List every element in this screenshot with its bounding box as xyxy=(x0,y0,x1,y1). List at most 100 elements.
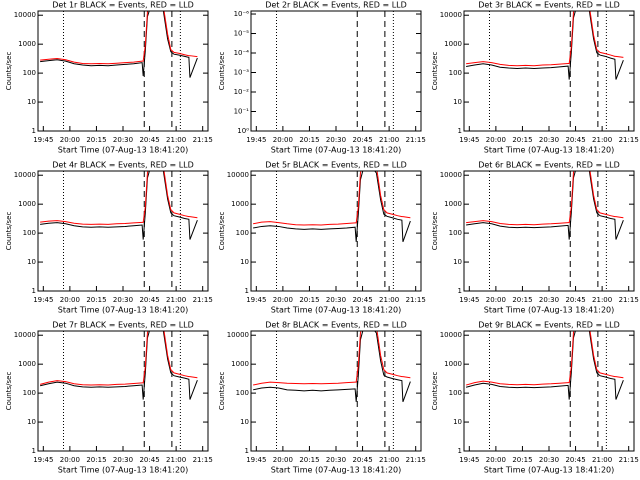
x-tick-label: 21:00 xyxy=(592,456,612,464)
data-line xyxy=(253,171,411,226)
y-tick-label: 1 xyxy=(458,127,462,135)
y-axis-label: Counts/sec xyxy=(218,52,226,91)
plot-frame xyxy=(37,170,209,292)
y-tick-label: 10⁻⁶ xyxy=(234,10,250,18)
panel: Det 1r BLACK = Events, RED = LLD Counts/s… xyxy=(5,1,213,155)
x-tick-label: 20:00 xyxy=(273,456,293,464)
y-tick-label: 100 xyxy=(23,69,36,77)
x-tick-label: 21:15 xyxy=(619,136,639,144)
x-tick-label: 21:00 xyxy=(379,456,399,464)
y-tick-label: 1 xyxy=(458,287,462,295)
panel-title: Det 7r BLACK = Events, RED = LLD xyxy=(52,321,194,330)
y-tick-label: 1 xyxy=(245,287,249,295)
panel: Det 9r BLACK = Events, RED = LLD Counts/s… xyxy=(431,321,639,475)
x-tick-label: 20:45 xyxy=(139,296,159,304)
x-tick-label: 21:00 xyxy=(166,296,186,304)
x-tick-label: 21:00 xyxy=(592,136,612,144)
y-tick-label: 100 xyxy=(236,229,249,237)
x-tick-label: 20:15 xyxy=(299,296,319,304)
x-tick-label: 20:30 xyxy=(539,136,559,144)
x-tick-label: 19:45 xyxy=(459,136,479,144)
x-tick-label: 20:45 xyxy=(139,136,159,144)
y-tick-label: 100 xyxy=(23,389,36,397)
y-axis-label: Counts/sec xyxy=(218,372,226,411)
x-tick-label: 20:00 xyxy=(486,296,506,304)
x-tick-label: 20:00 xyxy=(60,136,80,144)
x-tick-label: 21:15 xyxy=(619,456,639,464)
panel-title: Det 2r BLACK = Events, RED = LLD xyxy=(265,1,407,10)
x-axis-label: Start Time (07-Aug-13 18:41:20) xyxy=(484,306,615,315)
y-tick-label: 10 xyxy=(453,258,462,266)
plot-frame xyxy=(463,330,635,452)
data-line xyxy=(40,331,198,400)
data-line xyxy=(253,331,411,402)
x-axis-label: Start Time (07-Aug-13 18:41:20) xyxy=(271,306,402,315)
y-tick-label: 10 xyxy=(27,418,36,426)
x-tick-label: 21:15 xyxy=(193,136,213,144)
panel: Det 7r BLACK = Events, RED = LLD Counts/s… xyxy=(5,321,213,475)
x-tick-label: 20:15 xyxy=(299,136,319,144)
x-tick-label: 21:00 xyxy=(166,456,186,464)
data-line xyxy=(466,171,624,226)
x-tick-label: 21:15 xyxy=(406,296,426,304)
x-tick-label: 21:00 xyxy=(379,136,399,144)
data-line xyxy=(40,11,198,65)
y-tick-label: 10⁻¹ xyxy=(234,108,250,116)
plot-frame xyxy=(250,330,422,452)
y-tick-label: 100 xyxy=(236,389,249,397)
x-tick-label: 21:00 xyxy=(166,136,186,144)
plot-frame xyxy=(250,170,422,292)
panel-title: Det 6r BLACK = Events, RED = LLD xyxy=(478,161,620,170)
data-line xyxy=(466,11,624,80)
y-tick-label: 1000 xyxy=(18,200,36,208)
y-tick-label: 10000 xyxy=(14,331,36,339)
y-tick-label: 100 xyxy=(449,69,462,77)
y-axis-label: Counts/sec xyxy=(218,212,226,251)
x-tick-label: 20:15 xyxy=(86,456,106,464)
y-tick-label: 10000 xyxy=(227,331,249,339)
y-tick-label: 10000 xyxy=(14,11,36,19)
x-axis-label: Start Time (07-Aug-13 18:41:20) xyxy=(484,466,615,475)
x-tick-label: 20:45 xyxy=(352,296,372,304)
y-tick-label: 10⁻⁵ xyxy=(234,30,250,38)
y-tick-label: 100 xyxy=(449,229,462,237)
x-tick-label: 20:00 xyxy=(60,296,80,304)
x-tick-label: 19:45 xyxy=(459,456,479,464)
y-tick-label: 10 xyxy=(27,258,36,266)
x-tick-label: 20:15 xyxy=(512,296,532,304)
y-axis-label: Counts/sec xyxy=(5,372,13,411)
y-tick-label: 10000 xyxy=(440,171,462,179)
panel-title: Det 1r BLACK = Events, RED = LLD xyxy=(52,1,194,10)
data-line xyxy=(40,11,198,78)
y-tick-label: 10000 xyxy=(440,11,462,19)
panel: Det 5r BLACK = Events, RED = LLD Counts/s… xyxy=(218,161,426,315)
x-axis-label: Start Time (07-Aug-13 18:41:20) xyxy=(271,466,402,475)
panel-title: Det 5r BLACK = Events, RED = LLD xyxy=(265,161,407,170)
y-tick-label: 10 xyxy=(27,98,36,106)
y-tick-label: 1000 xyxy=(444,360,462,368)
data-line xyxy=(466,331,624,400)
x-tick-label: 21:00 xyxy=(379,296,399,304)
y-tick-label: 10⁰ xyxy=(237,127,249,135)
plot-frame xyxy=(463,170,635,292)
y-tick-label: 1000 xyxy=(231,360,249,368)
x-tick-label: 19:45 xyxy=(459,296,479,304)
x-axis-label: Start Time (07-Aug-13 18:41:20) xyxy=(484,146,615,155)
y-tick-label: 10 xyxy=(453,418,462,426)
panel: Det 3r BLACK = Events, RED = LLD Counts/s… xyxy=(431,1,639,155)
x-tick-label: 20:45 xyxy=(565,456,585,464)
panel: Det 8r BLACK = Events, RED = LLD Counts/s… xyxy=(218,321,426,475)
y-tick-label: 1000 xyxy=(18,360,36,368)
x-tick-label: 20:15 xyxy=(86,136,106,144)
x-tick-label: 21:15 xyxy=(406,136,426,144)
x-tick-label: 21:15 xyxy=(619,296,639,304)
y-tick-label: 1 xyxy=(32,287,36,295)
panel-title: Det 9r BLACK = Events, RED = LLD xyxy=(478,321,620,330)
panel-title: Det 3r BLACK = Events, RED = LLD xyxy=(478,1,620,10)
x-tick-label: 20:45 xyxy=(565,296,585,304)
x-axis-label: Start Time (07-Aug-13 18:41:20) xyxy=(58,146,189,155)
y-axis-label: Counts/sec xyxy=(431,212,439,251)
x-tick-label: 20:45 xyxy=(352,136,372,144)
x-tick-label: 20:30 xyxy=(113,456,133,464)
